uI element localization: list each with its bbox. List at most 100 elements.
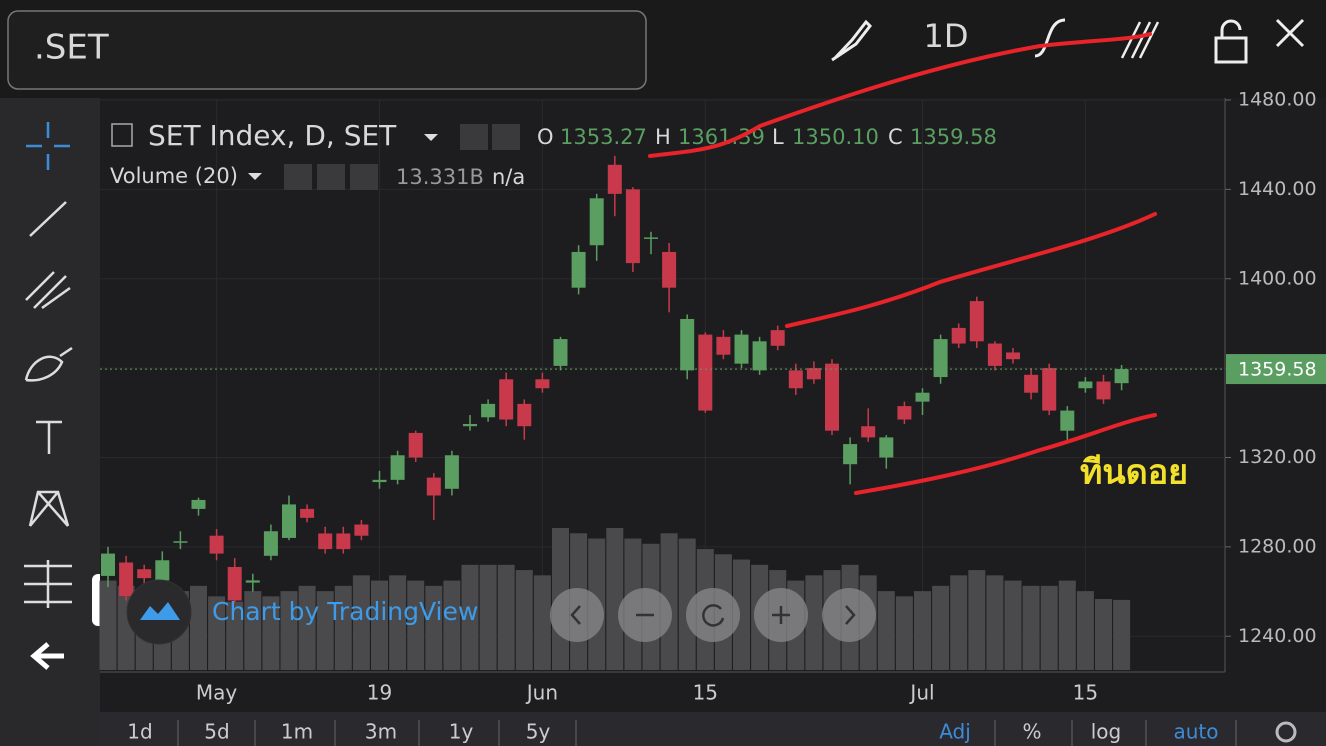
volume-bar: [407, 580, 425, 670]
candle-body: [662, 251, 677, 288]
pitchfork-tool[interactable]: [25, 271, 71, 310]
x-tick-label: 15: [1073, 681, 1098, 705]
range-button[interactable]: 5d: [204, 720, 229, 744]
eye-icon[interactable]: [460, 124, 488, 150]
legend-title: SET Index, D, SET: [148, 119, 397, 152]
candle-body: [119, 562, 134, 597]
y-tick-label: 1320.00: [1238, 446, 1317, 468]
option-button[interactable]: auto: [1173, 720, 1218, 744]
eye-icon[interactable]: [284, 164, 312, 190]
volume-bar: [986, 575, 1004, 670]
volume-bar: [425, 585, 443, 670]
candle-body: [517, 403, 532, 427]
candle-body: [300, 508, 315, 518]
indicator-icon[interactable]: [1034, 18, 1066, 58]
candle-body: [716, 336, 731, 355]
candle-body: [1114, 369, 1129, 384]
measure-tool[interactable]: [24, 560, 72, 608]
dropdown[interactable]: [248, 173, 262, 180]
volume-bar: [334, 585, 352, 670]
volume-bar: [950, 575, 968, 670]
crosshair-tool[interactable]: [26, 122, 70, 170]
candle-body: [752, 341, 767, 371]
scroll-left[interactable]: [550, 588, 604, 642]
candle-body: [644, 237, 658, 239]
volume-bar: [190, 585, 207, 670]
drawings-icon[interactable]: [1120, 21, 1160, 59]
candle-body: [879, 437, 894, 458]
range-button[interactable]: 1y: [449, 720, 474, 744]
candle-body: [698, 334, 713, 411]
volume-bar: [262, 596, 280, 670]
reset[interactable]: [686, 588, 740, 642]
volume-bar: [479, 564, 497, 670]
interval[interactable]: 1D: [924, 17, 969, 55]
symbol: .SET: [34, 28, 109, 68]
volume-bar: [352, 575, 370, 670]
candle-body: [861, 426, 876, 438]
brush-icon[interactable]: [831, 19, 872, 62]
collapse-legend[interactable]: [111, 123, 133, 147]
volume-bar: [895, 596, 913, 670]
candle-body: [625, 189, 640, 264]
pattern-tool[interactable]: [28, 490, 70, 527]
back-arrow[interactable]: [30, 642, 64, 670]
candle-body: [137, 569, 152, 579]
range-button[interactable]: 1m: [281, 720, 313, 744]
candle-body: [607, 164, 622, 194]
candle-body: [589, 198, 604, 246]
settings-icon[interactable]: [1275, 721, 1297, 743]
close-icon[interactable]: [1275, 18, 1305, 48]
gear-icon[interactable]: [492, 124, 520, 150]
candle-body: [1006, 352, 1020, 360]
range-button[interactable]: 5y: [526, 720, 551, 744]
volume-bar: [443, 580, 461, 670]
volume-bar: [244, 591, 262, 670]
last-price-tag: [1226, 354, 1326, 385]
candle-body: [481, 403, 496, 418]
candle-body: [535, 379, 550, 389]
volume-value: 13.331B: [396, 165, 484, 189]
y-tick-label: 1440.00: [1238, 178, 1317, 200]
candle-body: [897, 406, 912, 420]
range-button[interactable]: 1d: [127, 720, 152, 744]
scroll-right[interactable]: [822, 588, 876, 642]
x-tick-label: 15: [693, 681, 718, 705]
tv-logo: [126, 579, 192, 645]
candle-body: [806, 368, 821, 380]
symbol-box[interactable]: [7, 10, 647, 90]
upper-line: [648, 32, 1152, 158]
volume-bar: [461, 564, 479, 670]
line-tool[interactable]: [29, 201, 67, 237]
option-button[interactable]: Adj: [939, 720, 971, 744]
candle-body: [191, 499, 206, 509]
volume-bar: [515, 570, 533, 670]
option-button[interactable]: %: [1022, 720, 1041, 744]
nav-glyphs: [570, 604, 856, 627]
candle-body: [1096, 381, 1111, 400]
candle-body: [734, 334, 749, 364]
option-button[interactable]: log: [1091, 720, 1122, 744]
text-tool[interactable]: [36, 420, 62, 454]
candle-body: [933, 339, 948, 378]
middle-line: [785, 212, 1157, 328]
candle-body: [1042, 368, 1057, 411]
dropdown[interactable]: [424, 134, 438, 141]
lock-icon[interactable]: [1214, 19, 1248, 64]
candle-body: [571, 251, 586, 288]
range-button[interactable]: 3m: [365, 720, 397, 744]
volume-bar: [226, 601, 244, 670]
candle-body: [915, 392, 930, 402]
volume-bar: [280, 591, 298, 670]
bottom-bar: [100, 712, 1326, 746]
candle-body: [245, 580, 260, 583]
y-tick-label: 1240.00: [1238, 625, 1317, 647]
candle-body: [463, 423, 477, 427]
volume-bar: [678, 538, 696, 670]
gear-icon[interactable]: [317, 164, 345, 190]
brush-tool[interactable]: [24, 346, 73, 382]
remove-icon[interactable]: [350, 164, 378, 190]
candle-body: [1060, 410, 1075, 431]
candle-body: [318, 533, 333, 550]
volume-bar: [932, 585, 950, 670]
